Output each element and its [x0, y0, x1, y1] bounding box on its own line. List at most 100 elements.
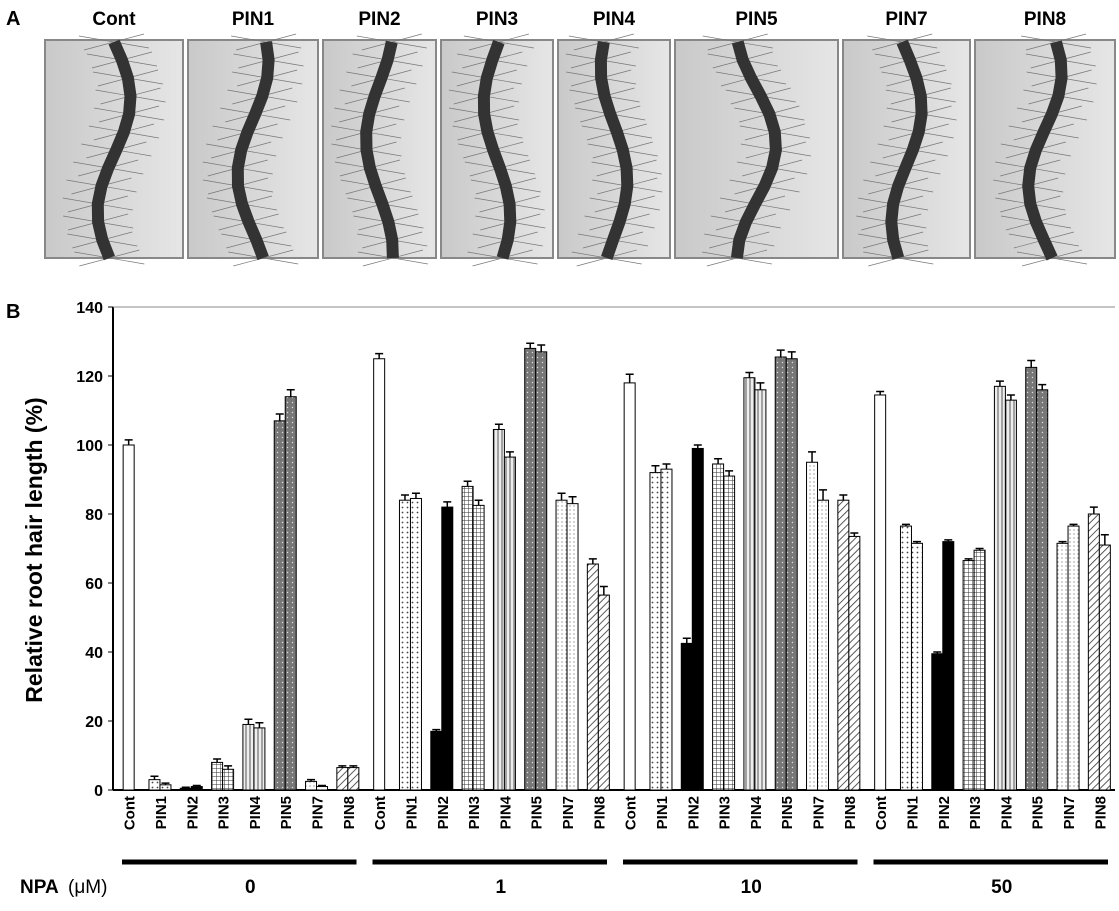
error-bar — [307, 778, 316, 782]
error-bar — [964, 558, 973, 561]
error-bar — [338, 765, 347, 768]
x-tick-label: PIN5 — [278, 796, 295, 829]
bar — [1036, 389, 1049, 791]
y-tick-label: 20 — [85, 714, 103, 731]
x-tick-label: Cont — [122, 796, 139, 830]
error-bar — [787, 351, 796, 359]
bar — [942, 541, 955, 791]
bar — [492, 428, 505, 791]
bar — [691, 447, 704, 791]
y-tick-label: 60 — [85, 576, 103, 593]
bar — [273, 420, 286, 791]
bar — [472, 504, 485, 791]
x-tick-label: PIN8 — [591, 796, 608, 829]
x-tick-label: PIN2 — [435, 796, 452, 829]
image-title: PIN2 — [358, 9, 400, 30]
error-bar — [192, 784, 201, 787]
error-bar — [286, 389, 295, 397]
error-bar — [494, 423, 503, 430]
bar — [743, 377, 756, 791]
x-tick-label: PIN7 — [811, 796, 828, 829]
root — [231, 41, 275, 261]
x-tick-label: PIN8 — [842, 796, 859, 829]
error-bar — [244, 718, 253, 725]
error-bar — [662, 463, 671, 470]
y-tick-label: 40 — [85, 645, 103, 662]
error-bar — [224, 765, 233, 770]
micrograph — [674, 39, 839, 259]
image-title: PIN1 — [232, 9, 275, 30]
bar — [441, 506, 454, 791]
bar — [159, 784, 172, 791]
error-bar — [1027, 359, 1036, 368]
bar — [586, 563, 599, 791]
bar — [336, 767, 349, 791]
x-tick-label: PIN7 — [1061, 796, 1078, 829]
x-tick-label: PIN1 — [654, 796, 671, 829]
error-bar — [349, 765, 358, 768]
error-bar — [1006, 394, 1015, 401]
group-label: 0 — [245, 877, 256, 898]
error-bar — [474, 499, 483, 506]
x-tick-label: Cont — [873, 796, 890, 830]
group-axis-label: NPA — [20, 877, 59, 898]
bar — [347, 767, 360, 791]
error-bar — [975, 547, 984, 551]
bar — [555, 499, 568, 791]
bar — [430, 730, 443, 791]
error-bar — [526, 342, 535, 349]
root — [1022, 40, 1068, 261]
x-tick-label: PIN4 — [998, 795, 1015, 829]
error-bar — [901, 523, 910, 527]
bar — [1087, 513, 1100, 791]
x-tick-label: PIN8 — [341, 796, 358, 829]
error-bar — [725, 470, 734, 477]
bar — [305, 780, 318, 791]
panel-label: A — [6, 8, 20, 30]
bar — [817, 499, 830, 791]
bar — [409, 497, 422, 791]
error-bar — [375, 352, 384, 359]
error-bar — [651, 464, 660, 473]
error-bar — [776, 349, 785, 358]
x-tick-label: PIN4 — [748, 795, 765, 829]
bar — [1098, 544, 1111, 791]
error-bar — [756, 382, 765, 390]
x-tick-label: PIN4 — [497, 795, 514, 829]
root — [360, 40, 399, 259]
bar — [1067, 525, 1080, 791]
bar — [973, 549, 986, 791]
bar — [660, 468, 673, 791]
group-axis-unit: (μM) — [68, 877, 107, 898]
error-bar — [463, 480, 472, 487]
x-tick-label: PIN2 — [936, 796, 953, 829]
error-bar — [568, 496, 577, 504]
bar — [874, 394, 887, 791]
bar — [503, 456, 516, 791]
error-bar — [537, 344, 546, 352]
bar — [806, 461, 819, 791]
root — [885, 39, 928, 260]
bar — [680, 642, 693, 791]
error-bar — [819, 489, 828, 501]
x-tick-label: PIN3 — [967, 796, 984, 829]
error-bar — [1100, 533, 1109, 546]
error-bar — [714, 458, 723, 464]
y-tick-label: 0 — [94, 783, 103, 800]
x-tick-label: Cont — [623, 796, 640, 830]
bar — [712, 463, 725, 791]
y-tick-label: 120 — [76, 369, 103, 386]
error-bar — [255, 721, 264, 728]
bar — [899, 525, 912, 791]
error-bar — [625, 373, 634, 383]
x-tick-label: PIN5 — [779, 796, 796, 829]
error-bar — [588, 558, 597, 565]
group-label: 50 — [991, 877, 1012, 898]
panel-label: B — [6, 301, 20, 323]
y-tick-label: 100 — [76, 438, 103, 455]
x-tick-label: PIN7 — [310, 796, 327, 829]
bar — [623, 382, 636, 791]
error-bar — [400, 494, 409, 501]
